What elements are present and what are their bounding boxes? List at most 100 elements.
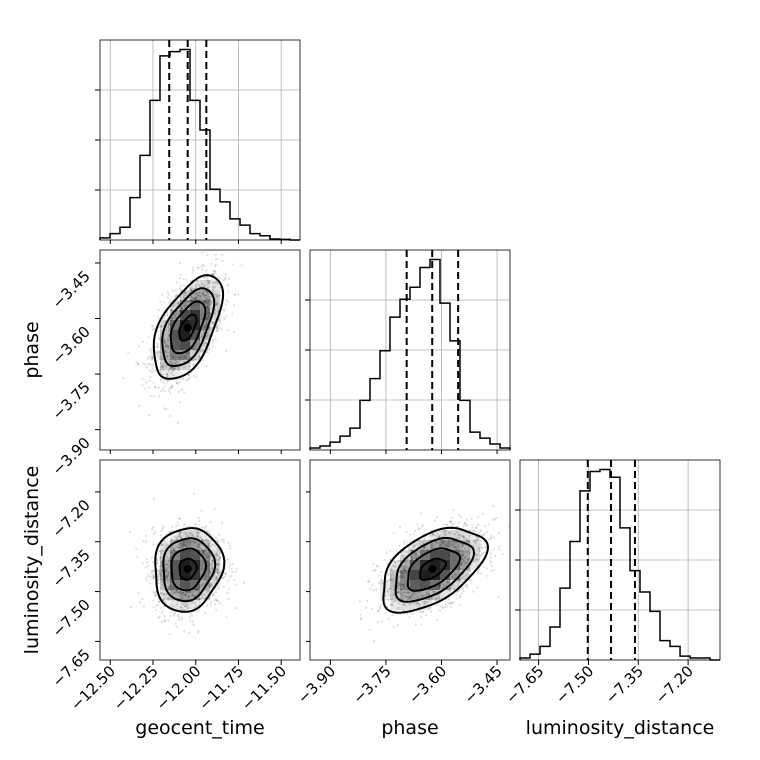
scatter-point [438,585,441,588]
scatter-point [188,590,191,593]
scatter-point [407,591,410,594]
scatter-point [184,300,187,303]
scatter-point [182,356,185,359]
scatter-point [446,544,449,547]
scatter-point [195,359,198,362]
scatter-point [163,340,166,343]
density-cell [190,600,201,611]
scatter-point [178,595,181,598]
scatter-point [192,359,195,362]
contour-center-2 [428,564,437,573]
scatter-point [372,569,375,573]
scatter-point [475,553,478,556]
scatter-point [209,571,213,574]
scatter-point [186,591,189,594]
scatter-point [396,607,399,611]
scatter-point [211,563,214,566]
xtick-label-geocent_time-3: −11.75 [195,662,247,714]
scatter-point [481,512,484,516]
scatter-point [402,584,405,587]
scatter-point [438,544,441,547]
scatter-point [217,571,220,575]
scatter-point [176,383,179,386]
scatter-point [208,570,211,574]
scatter-point [178,592,181,595]
scatter-point [182,543,185,546]
scatter-point [406,591,409,594]
scatter-point [180,356,183,359]
scatter-point [165,563,168,566]
scatter-point [233,331,236,334]
scatter-point [206,316,209,319]
scatter-point [168,580,171,583]
scatter-point [433,519,436,522]
scatter-point [423,600,426,603]
scatter-point [183,391,186,394]
scatter-point [429,544,432,547]
scatter-point [234,583,237,586]
scatter-point [200,268,204,271]
scatter-point [431,588,434,591]
scatter-point [419,603,422,606]
x-axis-label-luminosity_distance: luminosity_distance [526,717,715,739]
scatter-point [194,602,197,605]
scatter-point [216,303,219,306]
scatter-point [423,547,426,550]
scatter-point [171,319,174,322]
scatter-point [191,594,194,597]
scatter-point [205,297,209,301]
scatter-point [459,567,463,570]
scatter-point [202,265,205,268]
scatter-point [178,309,181,312]
scatter-point [180,288,183,291]
scatter-point [465,562,468,565]
scatter-point [237,293,240,296]
scatter-point [196,535,199,538]
scatter-point [195,605,198,608]
scatter-point [484,545,487,548]
scatter-point [152,561,155,564]
scatter-point [202,551,205,554]
scatter-point [197,589,201,592]
scatter-point [154,385,157,388]
scatter-point [174,622,177,625]
scatter-point [178,310,182,313]
scatter-point [187,594,191,597]
scatter-point [172,363,175,366]
scatter-point [184,535,187,538]
scatter-point [478,549,481,552]
scatter-point [215,281,218,284]
scatter-point [406,559,409,562]
scatter-point [469,569,472,572]
scatter-point [193,522,197,526]
scatter-point [216,564,219,567]
scatter-point [175,295,178,298]
scatter-point [154,594,157,597]
scatter-point [201,300,205,303]
scatter-point [183,604,186,607]
contour-2-0 [419,557,448,581]
scatter-point [182,355,185,358]
scatter-point [389,578,392,581]
scatter-point [470,579,473,582]
scatter-point [207,307,210,310]
scatter-point [174,312,177,315]
scatter-point [196,534,199,538]
scatter-point [222,279,225,282]
scatter-point [482,565,485,568]
scatter-point [188,365,191,368]
scatter-point [434,535,438,538]
scatter-point [210,565,213,568]
joint-frame-2 [309,459,511,661]
scatter-point [420,615,423,618]
scatter-point [443,605,447,608]
scatter-point [227,561,230,564]
scatter-point [193,606,196,610]
scatter-point [173,591,176,594]
scatter-point [442,530,445,533]
density-cell [190,280,201,291]
scatter-point [182,545,185,548]
scatter-point [200,594,203,597]
scatter-point [449,605,452,609]
